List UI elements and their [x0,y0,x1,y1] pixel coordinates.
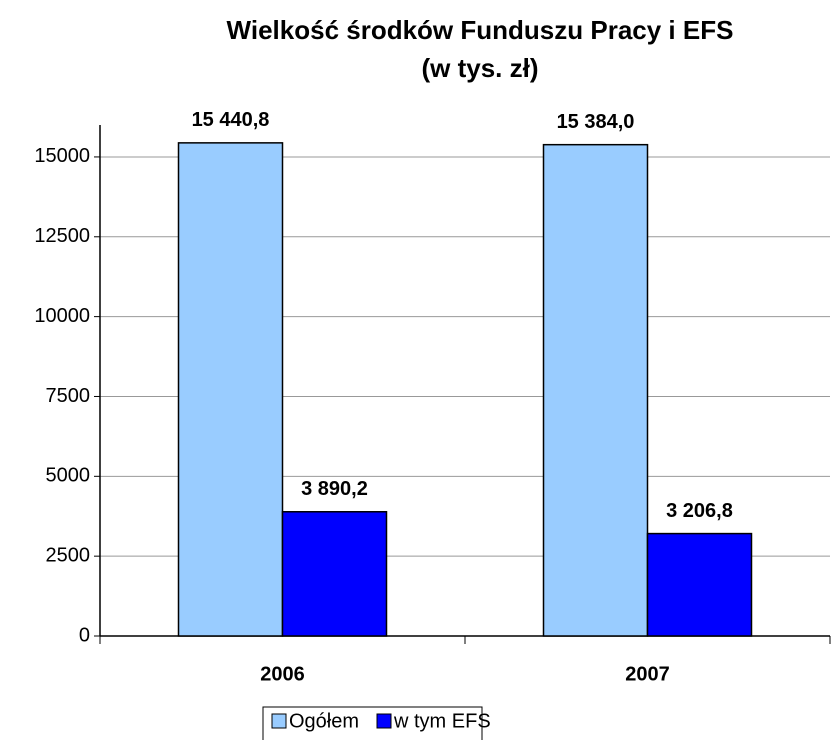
legend-swatch [271,713,287,729]
value-label: 15 384,0 [557,111,635,133]
y-tick-label: 10000 [34,305,90,327]
y-tick-label: 5000 [46,465,91,487]
x-tick-label: 2006 [260,663,305,685]
bar [177,142,284,637]
y-tick-label: 7500 [46,385,91,407]
y-tick-label: 0 [79,624,90,646]
value-label: 3 890,2 [301,478,368,500]
chart-subtitle: (w tys. zł) [421,53,538,83]
y-tick-label: 2500 [46,544,91,566]
chart-title: Wielkość środków Funduszu Pracy i EFS [227,15,734,45]
legend-box [262,706,483,740]
y-tick-label: 12500 [34,225,90,247]
bar [542,143,649,637]
bar [646,532,753,637]
x-tick-label: 2007 [625,663,670,685]
value-label: 3 206,8 [666,500,733,522]
legend-swatch [376,713,392,729]
value-label: 15 440,8 [192,109,270,131]
y-tick-label: 15000 [34,145,90,167]
bar [281,511,388,637]
legend-label: Ogółem [289,710,359,732]
legend-label: w tym EFS [393,710,491,732]
